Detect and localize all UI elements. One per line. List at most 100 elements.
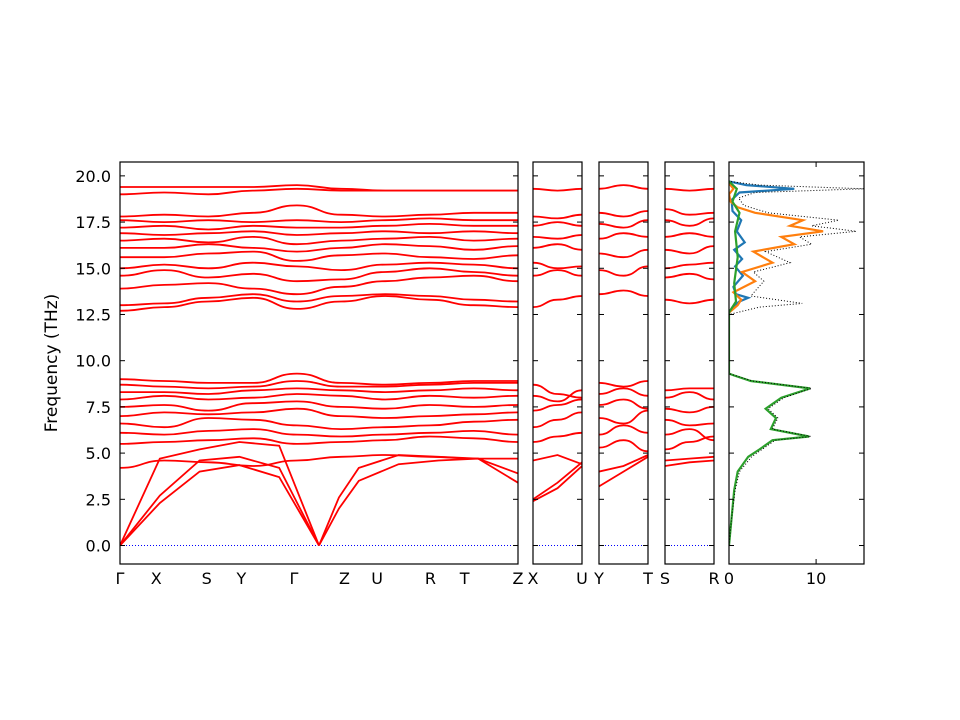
- phonon-branch: [533, 465, 582, 502]
- phonon-band: [120, 428, 518, 438]
- y-tick-label: 20.0: [75, 167, 111, 186]
- phonon-band: [120, 400, 518, 412]
- phonon-band: [120, 293, 518, 307]
- high-symmetry-label: R: [708, 569, 719, 588]
- high-symmetry-label: Γ: [116, 569, 125, 588]
- dos-x-tick-label: 0: [724, 569, 734, 588]
- phonon-band: [533, 389, 582, 403]
- phonon-band: [533, 295, 582, 308]
- phonon-branch: [665, 455, 714, 462]
- high-symmetry-label: R: [425, 569, 436, 588]
- high-symmetry-label: S: [660, 569, 670, 588]
- phonon-band: [599, 219, 648, 229]
- phonon-band: [599, 380, 648, 388]
- phonon-band: [120, 250, 518, 262]
- y-tick-label: 17.5: [75, 213, 111, 232]
- phonon-band: [665, 261, 714, 270]
- y-axis-title: Frequency (THz): [42, 294, 62, 433]
- dos-x-tick-label: 10: [806, 569, 826, 588]
- phonon-band: [120, 407, 518, 419]
- phonon-band: [533, 398, 582, 412]
- phonon-band: [120, 184, 518, 192]
- phonon-band: [665, 391, 714, 401]
- y-tick-label: 5.0: [86, 444, 111, 463]
- dos-partial-curve: [729, 180, 795, 314]
- phonon-band: [599, 439, 648, 453]
- panel-frame: [532, 161, 583, 565]
- phonon-branch: [120, 441, 320, 546]
- phonon-band: [665, 272, 714, 281]
- phonon-band: [120, 261, 518, 272]
- panel-frame: [598, 161, 649, 565]
- phonon-band: [120, 204, 518, 218]
- phonon-branch: [120, 464, 320, 547]
- phonon-branch: [665, 459, 714, 467]
- phonon-branch: [533, 461, 582, 501]
- phonon-band: [120, 222, 518, 231]
- phonon-band: [533, 269, 582, 277]
- phonon-band: [120, 235, 518, 246]
- dos-frame: [728, 161, 865, 565]
- y-tick-label: 12.5: [75, 305, 111, 324]
- high-symmetry-label: Y: [593, 569, 604, 588]
- high-symmetry-label: Z: [513, 569, 524, 588]
- y-tick-label: 10.0: [75, 352, 111, 371]
- dos-total-curve: [729, 180, 865, 546]
- phonon-band: [533, 431, 582, 443]
- phonon-band: [120, 393, 518, 401]
- phonon-band: [120, 372, 518, 386]
- phonon-band: [665, 208, 714, 216]
- high-symmetry-label: T: [642, 569, 653, 588]
- phonon-band: [599, 289, 648, 297]
- phonon-band: [599, 265, 648, 277]
- panel-frame: [664, 161, 715, 565]
- phonon-band: [599, 232, 648, 240]
- high-symmetry-label: U: [576, 569, 588, 588]
- high-symmetry-label: Z: [339, 569, 350, 588]
- phonon-band: [665, 418, 714, 427]
- y-tick-label: 0.0: [86, 537, 111, 556]
- high-symmetry-label: T: [459, 569, 470, 588]
- phonon-band: [120, 230, 518, 236]
- phonon-branch: [599, 456, 648, 488]
- phonon-band: [120, 380, 518, 390]
- high-symmetry-label: U: [371, 569, 383, 588]
- phonon-branch: [533, 454, 582, 466]
- dos-partial-curve: [729, 182, 824, 314]
- plot-root: Γ X S Y Γ Z U R T Z X U Y T S R0.02.55.07.510.012.515.0…: [75, 161, 865, 588]
- high-symmetry-label: X: [151, 569, 162, 588]
- phonon-band: [533, 213, 582, 220]
- phonon-band: [665, 298, 714, 305]
- y-tick-label: 15.0: [75, 259, 111, 278]
- y-tick-label: 2.5: [86, 490, 111, 509]
- phonon-branch: [120, 455, 320, 547]
- high-symmetry-label: Γ: [289, 569, 298, 588]
- phonon-band: [599, 387, 648, 397]
- phonon-band: [665, 217, 714, 227]
- phonon-band: [599, 424, 648, 436]
- phonon-band: [120, 274, 518, 296]
- phonon-band: [599, 398, 648, 410]
- dos-plot-area: [729, 180, 865, 546]
- phonon-band: [120, 243, 518, 253]
- phonon-band: [120, 267, 518, 283]
- phonon-band: [120, 435, 518, 445]
- panel-plot-area: [599, 184, 648, 547]
- phonon-band: [533, 243, 582, 251]
- phonon-branch: [599, 454, 648, 473]
- phonon-band: [533, 383, 582, 399]
- phonon-band: [665, 428, 714, 442]
- phonon-band: [599, 184, 648, 190]
- phonon-band: [665, 187, 714, 192]
- panel-frame: [119, 161, 519, 565]
- phonon-band: [599, 409, 648, 425]
- phonon-band: [665, 245, 714, 255]
- phonon-band: [533, 221, 582, 227]
- phonon-band: [533, 261, 582, 270]
